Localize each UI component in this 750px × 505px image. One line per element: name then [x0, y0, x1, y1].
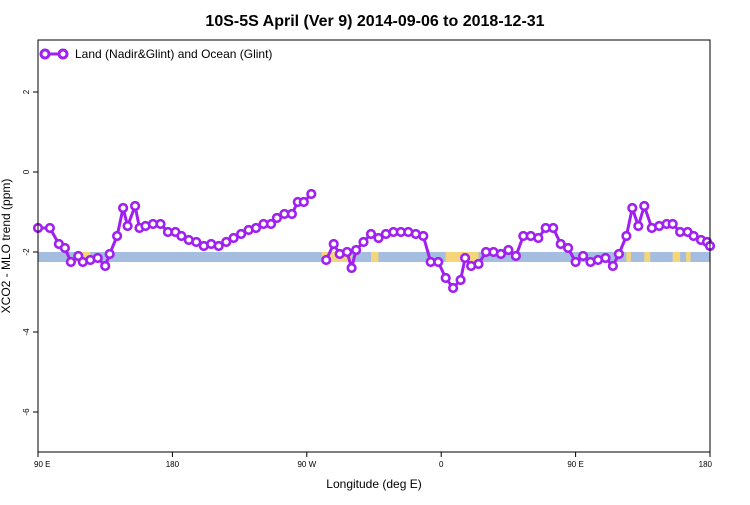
chart-title: 10S-5S April (Ver 9) 2014-09-06 to 2018-…: [205, 13, 544, 30]
x-tick-label: 0: [439, 460, 444, 469]
data-point: [191, 236, 202, 248]
series-line: [324, 204, 712, 290]
x-tick-label: 180: [699, 460, 713, 469]
data-point: [342, 246, 353, 258]
legend-label: Land (Nadir&Glint) and Ocean (Glint): [75, 47, 272, 61]
y-tick-label: -6: [22, 408, 31, 416]
data-point: [213, 240, 224, 252]
data-point: [633, 220, 644, 232]
data-point: [503, 244, 514, 256]
data-point: [495, 248, 507, 260]
data-point: [448, 282, 459, 294]
data-point: [111, 230, 123, 242]
data-point: [221, 236, 232, 248]
land-band-segment: [626, 252, 631, 262]
land-band-segment: [672, 252, 681, 262]
data-point: [130, 200, 141, 212]
land-band-segment: [686, 252, 691, 262]
data-point: [600, 252, 611, 264]
x-tick-label: 90 E: [34, 460, 50, 469]
legend-marker-left: [39, 48, 51, 60]
data-point: [440, 272, 451, 284]
plot-frame: [37, 39, 711, 453]
data-point: [639, 200, 650, 212]
data-point: [570, 256, 581, 268]
x-tick-label: 90 E: [567, 460, 583, 469]
x-tick-label: 180: [166, 460, 180, 469]
data-point: [321, 254, 332, 266]
data-point: [100, 260, 111, 272]
data-point: [265, 218, 277, 230]
data-point: [176, 230, 187, 242]
data-point: [298, 196, 309, 208]
data-point: [667, 218, 678, 230]
data-point: [59, 242, 71, 254]
data-point: [473, 258, 484, 270]
data-point: [365, 228, 377, 240]
data-point: [328, 238, 339, 250]
data-point: [613, 248, 625, 260]
data-point: [688, 230, 699, 242]
x-axis-ticks: 90 E 180 90 W 0 90 E 180: [34, 452, 713, 469]
y-axis-label: XCO2 - MLO trend (ppm): [0, 179, 13, 314]
data-point: [460, 252, 471, 264]
data-point: [555, 238, 566, 250]
data-point: [627, 202, 638, 214]
y-tick-label: 0: [22, 169, 31, 174]
data-point: [236, 228, 247, 240]
data-point: [346, 262, 357, 274]
y-tick-label: -2: [22, 248, 31, 256]
x-tick-label: 90 W: [297, 460, 316, 469]
data-point: [533, 232, 544, 244]
data-point: [250, 222, 262, 234]
data-point: [228, 232, 239, 244]
series-layer: [32, 188, 716, 294]
data-point: [306, 188, 317, 200]
data-point: [155, 218, 166, 230]
data-point: [351, 244, 362, 256]
x-axis-label: Longitude (deg E): [326, 477, 421, 491]
data-point: [44, 222, 56, 234]
data-point: [562, 242, 574, 254]
data-point: [286, 208, 298, 220]
data-point: [271, 212, 283, 224]
legend-marker-right: [57, 48, 69, 60]
data-point: [455, 274, 466, 286]
y-tick-label: 2: [22, 89, 31, 94]
data-point: [607, 260, 619, 272]
data-point: [104, 248, 115, 260]
y-axis-ticks: 2 0 -2 -4 -6: [22, 89, 38, 416]
legend: Land (Nadir&Glint) and Ocean (Glint): [39, 47, 272, 61]
y-tick-label: -4: [22, 328, 31, 336]
data-point: [373, 232, 384, 244]
data-point: [92, 252, 103, 264]
land-band-segment: [644, 252, 651, 262]
data-point: [433, 256, 444, 268]
data-point: [621, 230, 632, 242]
data-point: [122, 220, 133, 232]
data-point: [117, 202, 129, 214]
data-point: [510, 250, 522, 262]
land-band-segment: [371, 252, 379, 262]
data-point: [418, 230, 429, 242]
data-point: [548, 222, 559, 234]
data-point: [358, 236, 369, 248]
data-point: [65, 256, 76, 268]
data-point: [577, 250, 589, 262]
